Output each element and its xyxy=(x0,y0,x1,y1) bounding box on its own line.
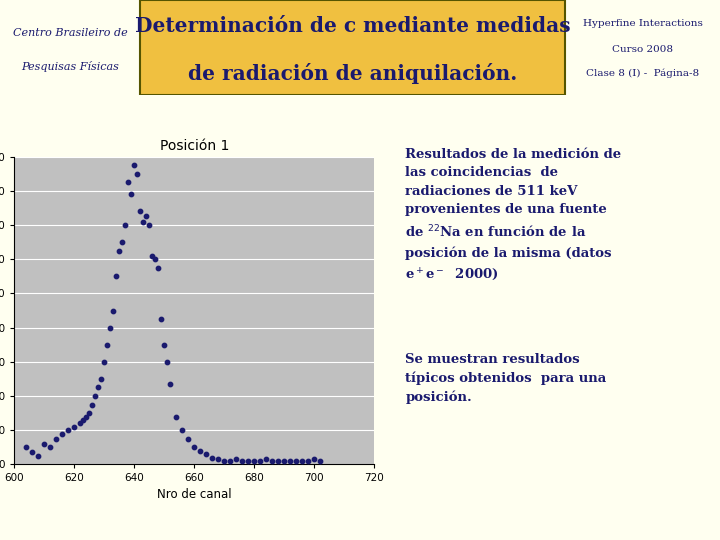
Point xyxy=(144,221,156,230)
Point xyxy=(162,357,174,366)
Point xyxy=(237,457,248,465)
Text: Se muestran resultados
típicos obtenidos  para una
posición.: Se muestran resultados típicos obtenidos… xyxy=(405,353,607,404)
Point xyxy=(207,453,218,462)
Point xyxy=(273,457,284,465)
Point xyxy=(81,412,92,421)
Text: Pesquisas Físicas: Pesquisas Físicas xyxy=(22,60,119,72)
Point xyxy=(126,190,138,199)
Text: Resultados de la medición de
las coincidencias  de
radiaciones de 511 keV
proven: Resultados de la medición de las coincid… xyxy=(405,148,621,283)
Point xyxy=(165,380,176,388)
Point xyxy=(45,443,56,451)
Point xyxy=(150,255,161,264)
Point xyxy=(158,340,170,349)
Point xyxy=(135,207,146,215)
Point xyxy=(261,455,272,463)
Text: Hyperfine Interactions: Hyperfine Interactions xyxy=(582,19,703,28)
Point xyxy=(132,170,143,178)
Point xyxy=(248,457,260,465)
Point xyxy=(27,448,38,457)
Text: Determinación de c mediante medidas: Determinación de c mediante medidas xyxy=(135,16,571,37)
Point xyxy=(111,272,122,281)
Text: Centro Brasileiro de: Centro Brasileiro de xyxy=(13,28,127,38)
Point xyxy=(189,443,200,451)
Point xyxy=(156,315,167,323)
Point xyxy=(84,409,95,417)
Point xyxy=(122,178,134,187)
Point xyxy=(99,357,110,366)
Text: Curso 2008: Curso 2008 xyxy=(612,45,673,53)
Point xyxy=(104,323,116,332)
Point xyxy=(219,457,230,465)
Point xyxy=(140,212,152,221)
Point xyxy=(93,383,104,392)
Point xyxy=(243,457,254,465)
Point xyxy=(138,217,149,226)
Point xyxy=(291,457,302,465)
Point xyxy=(225,457,236,465)
X-axis label: Nro de canal: Nro de canal xyxy=(157,488,232,501)
FancyBboxPatch shape xyxy=(140,0,565,94)
Point xyxy=(57,429,68,438)
Point xyxy=(108,306,120,315)
Point xyxy=(68,422,80,431)
Point xyxy=(297,457,308,465)
Point xyxy=(90,392,102,400)
Point xyxy=(171,412,182,421)
Point xyxy=(21,443,32,451)
Point xyxy=(194,447,206,455)
Point xyxy=(212,455,224,463)
Point xyxy=(147,252,158,260)
Point xyxy=(153,264,164,272)
Title: Posición 1: Posición 1 xyxy=(160,139,229,153)
Point xyxy=(32,451,44,460)
Point xyxy=(279,457,290,465)
Point xyxy=(102,340,113,349)
Text: de radiación de aniquilación.: de radiación de aniquilación. xyxy=(188,63,518,84)
Point xyxy=(302,457,314,465)
Point xyxy=(120,221,131,230)
Point xyxy=(201,450,212,458)
Point xyxy=(78,416,89,424)
Point xyxy=(183,434,194,443)
Point xyxy=(114,246,125,255)
Point xyxy=(39,440,50,448)
Point xyxy=(284,457,296,465)
FancyBboxPatch shape xyxy=(0,0,720,94)
Point xyxy=(75,419,86,428)
Point xyxy=(266,457,278,465)
Point xyxy=(176,426,188,435)
Point xyxy=(86,400,98,409)
Point xyxy=(96,375,107,383)
Point xyxy=(309,455,320,463)
Point xyxy=(129,161,140,170)
Point xyxy=(63,426,74,435)
Point xyxy=(230,455,242,463)
Point xyxy=(255,457,266,465)
Point xyxy=(50,434,62,443)
Point xyxy=(117,238,128,246)
Point xyxy=(315,457,326,465)
Text: Clase 8 (I) -  Página-8: Clase 8 (I) - Página-8 xyxy=(586,69,699,78)
